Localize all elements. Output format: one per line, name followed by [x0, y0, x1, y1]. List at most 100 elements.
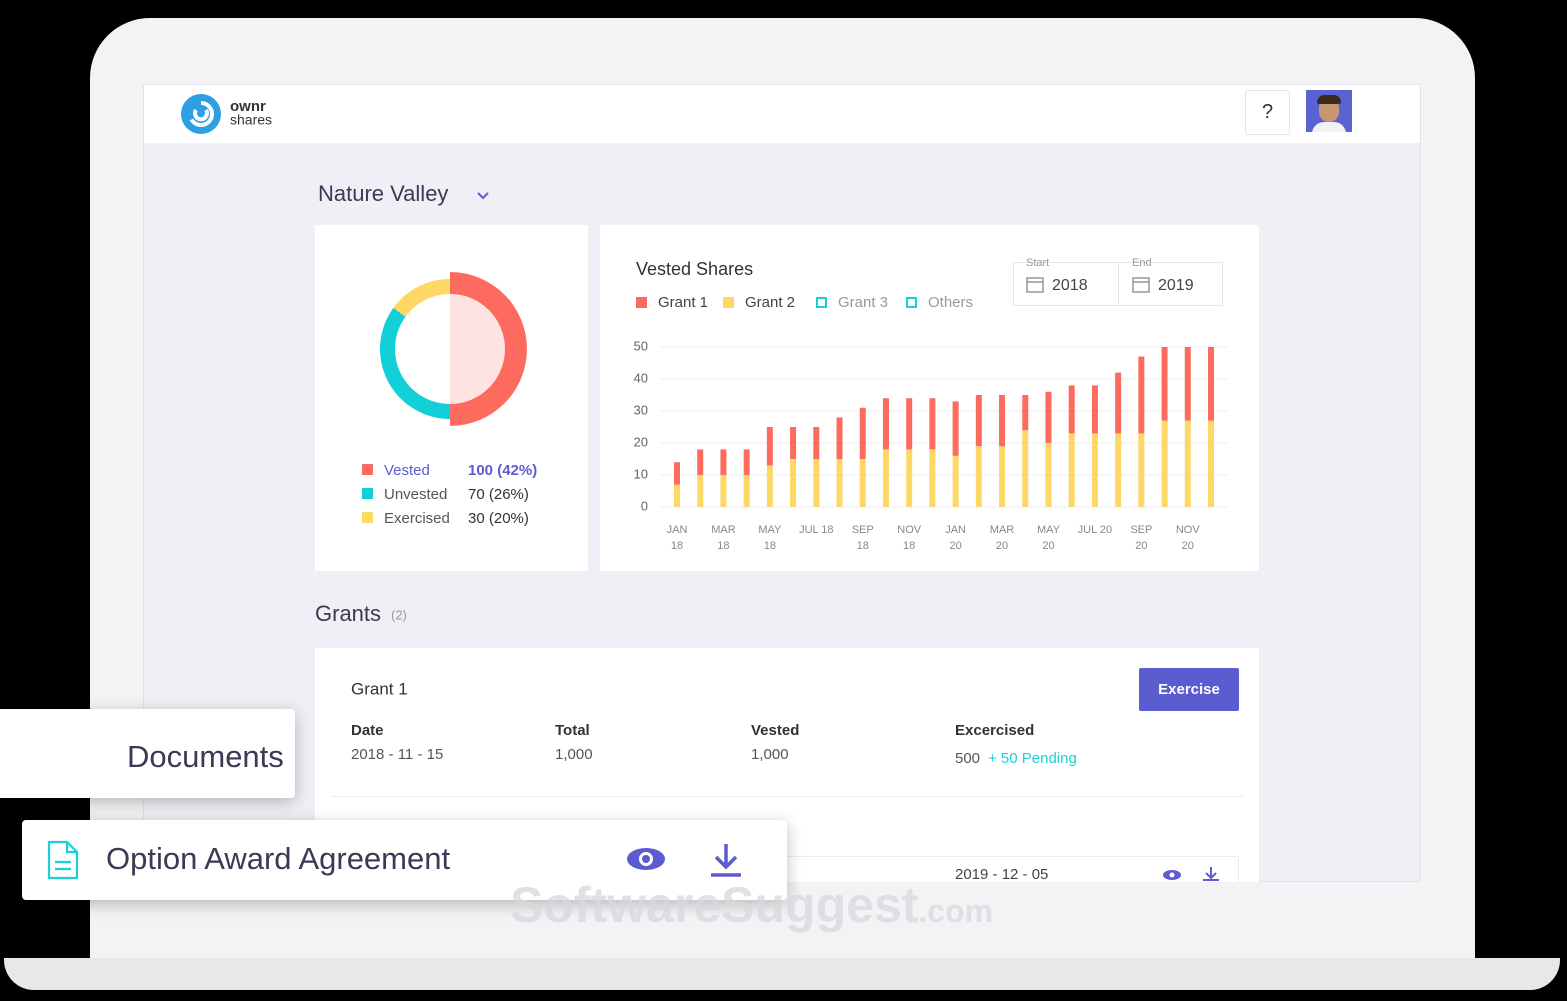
eye-icon-small[interactable] — [1163, 870, 1181, 880]
legend-value: 70 (26%) — [468, 486, 529, 503]
documents-tab[interactable]: Documents — [0, 709, 295, 798]
grants-count: (2) — [391, 607, 407, 622]
legend-label: Unvested — [384, 486, 447, 503]
grants-title: Grants — [315, 601, 381, 626]
bar-segment — [1184, 420, 1191, 507]
y-tick-label: 10 — [634, 466, 648, 481]
col-value: 1,000 — [555, 746, 593, 763]
bar-segment — [1161, 420, 1168, 507]
x-tick-label: JAN 20 — [945, 524, 966, 552]
watermark-main: SoftwareSuggest — [510, 877, 919, 933]
end-value[interactable]: 2019 — [1158, 277, 1194, 294]
doc-icon — [47, 840, 79, 880]
download-icon[interactable] — [708, 842, 744, 880]
header — [144, 85, 1420, 143]
legend-swatch — [362, 488, 373, 499]
legend-label: Vested — [384, 462, 430, 479]
bar-segment — [952, 401, 959, 456]
bar-segment — [1115, 433, 1122, 507]
bar-segment — [882, 449, 889, 507]
legend-value: 100 (42%) — [468, 462, 537, 479]
bar-segment — [674, 484, 680, 507]
bar-segment — [813, 459, 820, 507]
bar-segment — [836, 417, 843, 459]
col-value: 500 — [955, 750, 980, 767]
document-date: 2019 - 12 - 05 — [955, 866, 1048, 883]
logo-bottom: shares — [230, 112, 272, 128]
bar-segment — [766, 465, 773, 507]
company-name[interactable]: Nature Valley — [318, 181, 448, 206]
legend-label: Grant 2 — [745, 294, 795, 311]
legend-value: 30 (20%) — [468, 510, 529, 527]
bar-segment — [1161, 347, 1168, 421]
donut-segment — [380, 307, 450, 419]
bar-segment — [1068, 385, 1075, 434]
bar-segment — [929, 398, 936, 450]
bar-segment — [929, 449, 936, 507]
x-tick-label: SEP 20 — [1130, 524, 1153, 552]
bar-segment — [859, 407, 866, 459]
help-button[interactable]: ? — [1245, 90, 1290, 135]
exercise-button[interactable]: Exercise — [1139, 668, 1239, 711]
bar-segment — [743, 475, 750, 507]
x-tick-label: JAN 18 — [666, 524, 688, 552]
chevron[interactable] — [477, 192, 489, 200]
bar-segment — [859, 459, 866, 507]
x-tick-label: SEP 18 — [851, 524, 874, 552]
legend-label: Others — [928, 294, 973, 311]
end-label: End — [1132, 257, 1152, 269]
bar-segment — [1022, 430, 1029, 507]
bar-segment — [720, 449, 727, 475]
separator — [331, 796, 1243, 797]
bar-segment — [1045, 391, 1052, 443]
col-label: Total — [555, 722, 590, 739]
x-tick-label: JUL 20 — [1077, 524, 1113, 536]
x-tick-label: NOV 20 — [1175, 524, 1200, 552]
bar-segment — [999, 395, 1006, 447]
bar-segment — [720, 475, 727, 507]
bar-segment — [743, 449, 750, 475]
bar-segment — [1208, 347, 1214, 421]
bar-segment — [766, 427, 773, 466]
bar-segment — [836, 459, 843, 507]
bar-segment — [906, 449, 913, 507]
watermark: SoftwareSuggest.com — [510, 876, 993, 934]
logo-icon — [181, 94, 221, 134]
bar-segment — [1115, 372, 1122, 434]
bar-segment — [952, 455, 959, 507]
bar-segment — [697, 449, 704, 475]
x-tick-label: MAY 20 — [1036, 524, 1060, 552]
laptop-base — [4, 958, 1560, 990]
col-value: 1,000 — [751, 746, 789, 763]
bar-segment — [975, 446, 982, 507]
y-tick-label: 40 — [634, 370, 648, 385]
x-tick-label: MAR 20 — [989, 524, 1015, 552]
bar-segment — [975, 395, 982, 447]
logo-top: ownr — [230, 98, 266, 115]
eye-icon[interactable] — [626, 842, 670, 878]
pending: + 50 Pending — [988, 750, 1077, 767]
bar-segment — [813, 427, 820, 459]
bar-segment — [697, 475, 704, 507]
col-label: Excercised — [955, 722, 1034, 739]
download-icon-small[interactable] — [1203, 867, 1219, 881]
x-tick-label: NOV 18 — [897, 524, 922, 552]
x-tick-label: MAY 18 — [758, 524, 782, 552]
x-tick-label: MAR 18 — [711, 524, 736, 552]
col-value: 2018 - 11 - 15 — [351, 746, 443, 763]
legend-swatch — [906, 297, 917, 308]
watermark-suffix: .com — [918, 893, 994, 929]
bar-segment — [674, 462, 680, 485]
start-value[interactable]: 2018 — [1052, 277, 1088, 294]
bar-segment — [1184, 347, 1191, 421]
avatar[interactable] — [1306, 90, 1352, 132]
start-label: Start — [1026, 257, 1049, 269]
bar-segment — [1091, 385, 1098, 434]
legend-label: Grant 3 — [838, 294, 888, 311]
chart-title: Vested Shares — [636, 259, 753, 279]
document-card[interactable]: Option Award Agreement — [22, 820, 787, 900]
y-tick-label: 30 — [634, 402, 648, 417]
bar-segment — [790, 459, 797, 507]
bar-segment — [1091, 433, 1098, 507]
